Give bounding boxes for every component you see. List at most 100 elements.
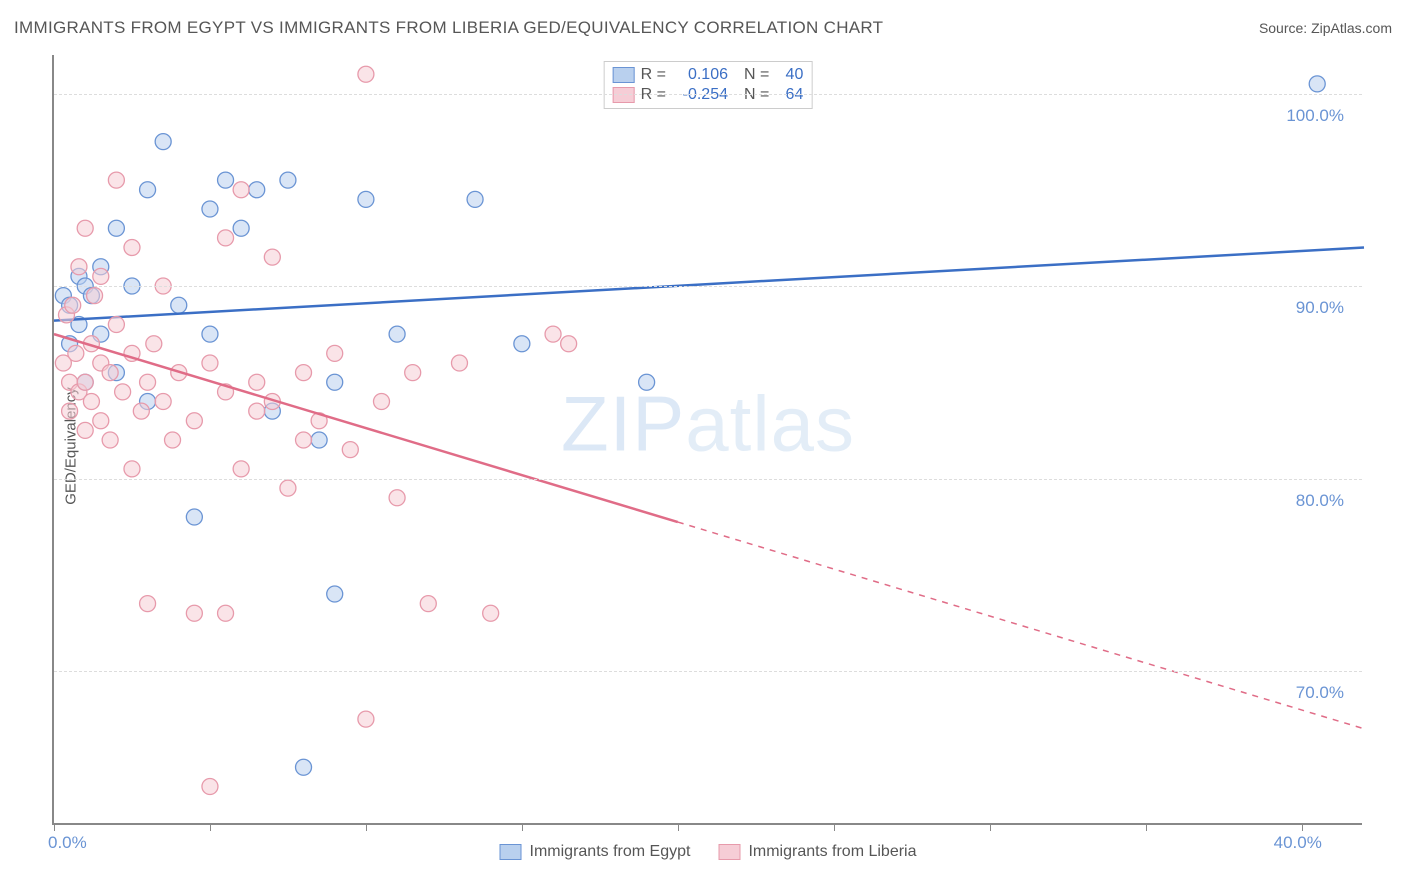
- legend-swatch: [613, 67, 635, 83]
- data-point: [202, 779, 218, 795]
- x-tick: [366, 823, 367, 831]
- data-point: [155, 134, 171, 150]
- x-tick: [522, 823, 523, 831]
- data-point: [140, 596, 156, 612]
- data-point: [233, 182, 249, 198]
- plot-area: ZIPatlas R =0.106N =40R =-0.254N =64 Imm…: [52, 55, 1362, 825]
- data-point: [202, 355, 218, 371]
- data-point: [115, 384, 131, 400]
- data-point: [264, 249, 280, 265]
- data-point: [171, 297, 187, 313]
- data-point: [467, 191, 483, 207]
- y-tick-label: 90.0%: [1296, 298, 1344, 318]
- r-label: R =: [641, 66, 666, 84]
- data-point: [296, 759, 312, 775]
- data-point: [65, 297, 81, 313]
- bottom-legend: Immigrants from EgyptImmigrants from Lib…: [500, 843, 917, 861]
- r-value: -0.254: [672, 86, 728, 104]
- data-point: [93, 413, 109, 429]
- gridline: [54, 94, 1362, 95]
- data-point: [93, 268, 109, 284]
- data-point: [71, 259, 87, 275]
- chart-title: IMMIGRANTS FROM EGYPT VS IMMIGRANTS FROM…: [14, 18, 883, 38]
- n-value: 64: [775, 86, 803, 104]
- regression-line-dashed: [678, 522, 1364, 729]
- x-tick: [210, 823, 211, 831]
- data-point: [1309, 76, 1325, 92]
- source-link[interactable]: ZipAtlas.com: [1311, 20, 1392, 36]
- stats-row: R =-0.254N =64: [613, 85, 804, 105]
- data-point: [186, 605, 202, 621]
- data-point: [233, 461, 249, 477]
- n-label: N =: [744, 66, 769, 84]
- r-value: 0.106: [672, 66, 728, 84]
- data-point: [358, 66, 374, 82]
- data-point: [405, 365, 421, 381]
- data-point: [108, 220, 124, 236]
- data-point: [218, 605, 234, 621]
- data-point: [186, 413, 202, 429]
- data-point: [249, 403, 265, 419]
- data-point: [249, 374, 265, 390]
- x-tick: [1302, 823, 1303, 831]
- n-value: 40: [775, 66, 803, 84]
- legend-item: Immigrants from Liberia: [718, 843, 916, 861]
- legend-swatch: [613, 87, 635, 103]
- data-point: [327, 374, 343, 390]
- y-tick-label: 80.0%: [1296, 491, 1344, 511]
- scatter-svg: [54, 55, 1362, 823]
- data-point: [296, 432, 312, 448]
- data-point: [140, 182, 156, 198]
- data-point: [233, 220, 249, 236]
- data-point: [311, 432, 327, 448]
- legend-swatch: [500, 844, 522, 860]
- x-tick-label: 40.0%: [1274, 833, 1322, 853]
- regression-line: [54, 334, 678, 522]
- data-point: [218, 230, 234, 246]
- data-point: [514, 336, 530, 352]
- gridline: [54, 479, 1362, 480]
- data-point: [62, 403, 78, 419]
- data-point: [124, 240, 140, 256]
- data-point: [202, 326, 218, 342]
- data-point: [327, 345, 343, 361]
- data-point: [68, 345, 84, 361]
- data-point: [83, 394, 99, 410]
- data-point: [133, 403, 149, 419]
- data-point: [146, 336, 162, 352]
- x-tick: [678, 823, 679, 831]
- data-point: [389, 326, 405, 342]
- x-tick: [990, 823, 991, 831]
- gridline: [54, 286, 1362, 287]
- data-point: [77, 422, 93, 438]
- data-point: [102, 432, 118, 448]
- source-label: Source: ZipAtlas.com: [1259, 20, 1392, 36]
- stats-row: R = 0.106 N = 40: [613, 65, 804, 85]
- data-point: [202, 201, 218, 217]
- x-tick-label: 0.0%: [48, 833, 87, 853]
- data-point: [296, 365, 312, 381]
- stats-legend: R = 0.106 N = 40R = -0.254 N = 64: [604, 61, 813, 109]
- data-point: [561, 336, 577, 352]
- n-label: N =: [744, 86, 769, 104]
- data-point: [374, 394, 390, 410]
- data-point: [451, 355, 467, 371]
- data-point: [483, 605, 499, 621]
- y-tick-label: 100.0%: [1286, 106, 1344, 126]
- data-point: [280, 172, 296, 188]
- data-point: [545, 326, 561, 342]
- data-point: [420, 596, 436, 612]
- data-point: [342, 442, 358, 458]
- data-point: [87, 288, 103, 304]
- data-point: [165, 432, 181, 448]
- data-point: [327, 586, 343, 602]
- data-point: [102, 365, 118, 381]
- data-point: [108, 317, 124, 333]
- data-point: [358, 711, 374, 727]
- legend-swatch: [718, 844, 740, 860]
- data-point: [155, 394, 171, 410]
- data-point: [124, 461, 140, 477]
- data-point: [218, 172, 234, 188]
- data-point: [639, 374, 655, 390]
- data-point: [358, 191, 374, 207]
